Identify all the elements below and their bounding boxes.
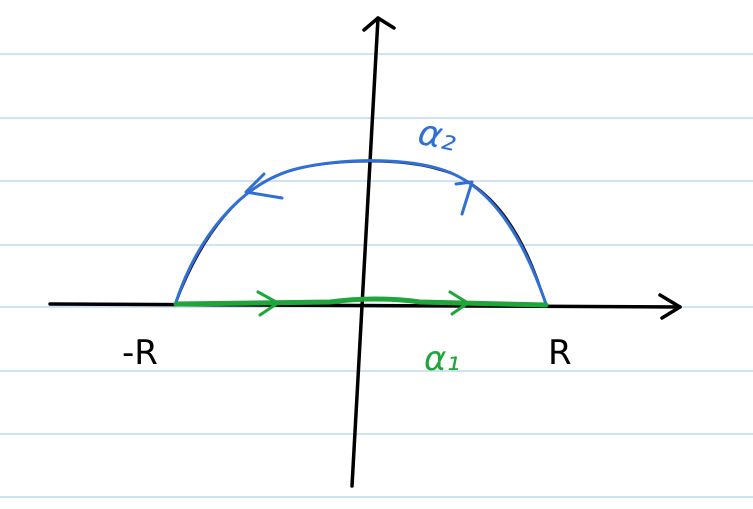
arc-path: [174, 159, 548, 306]
real-axis-arrowhead: [658, 293, 682, 320]
segment-arrowhead-left: [256, 290, 280, 317]
label-alpha-2: α₂: [415, 112, 461, 160]
ruled-lines: [0, 53, 753, 498]
segment-alpha-1: [173, 290, 549, 317]
label-r: R: [548, 333, 572, 373]
real-axis-line: [48, 302, 682, 309]
real-axis: [48, 293, 682, 320]
segment-path: [173, 296, 549, 308]
arc-arrowhead-left: [244, 172, 284, 200]
imaginary-axis-arrowhead: [362, 16, 396, 32]
label-minus-r: -R: [122, 333, 158, 373]
imaginary-axis-line: [350, 16, 380, 488]
arc-alpha-2: [174, 159, 548, 306]
imaginary-axis: [350, 16, 396, 488]
arc-arrowhead-right: [454, 180, 474, 216]
label-alpha-1: α₁: [424, 339, 460, 379]
arc-underline: [175, 160, 547, 306]
segment-arrowhead-right: [448, 290, 470, 316]
